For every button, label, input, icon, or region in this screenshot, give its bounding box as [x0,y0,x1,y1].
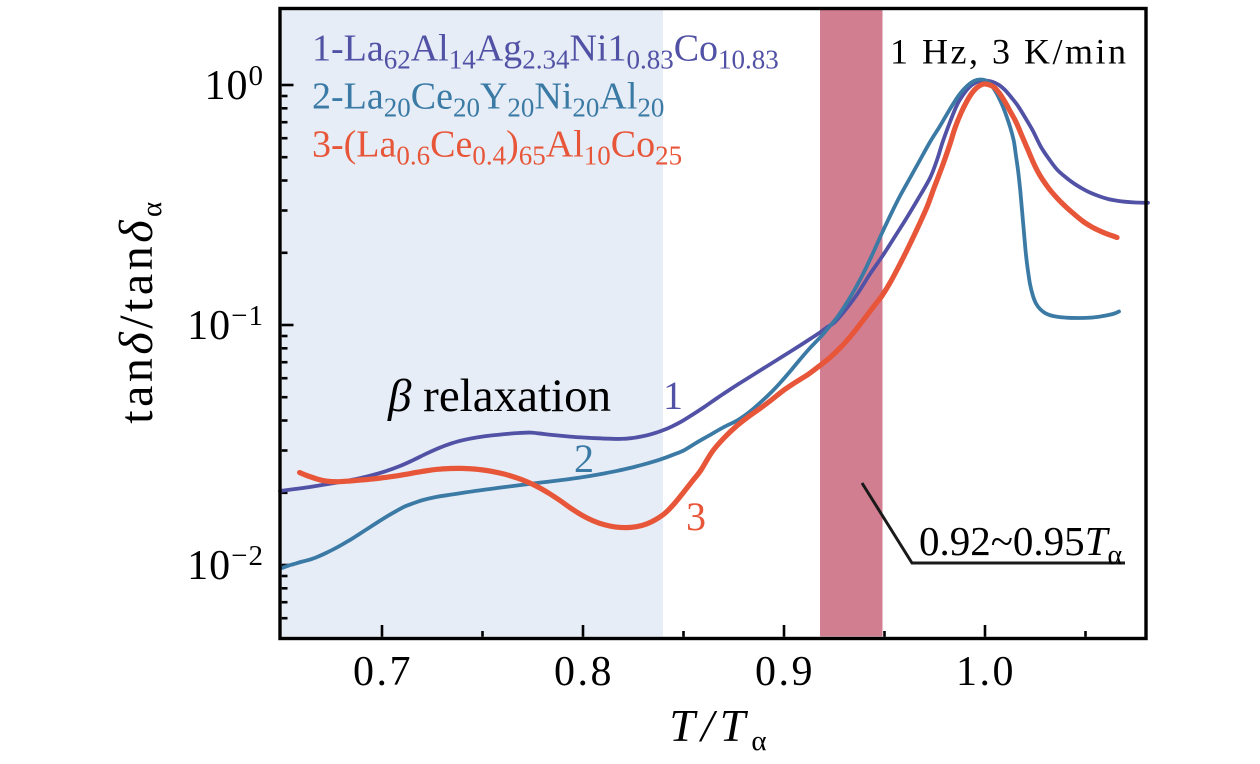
svg-text:β relaxation: β relaxation [387,370,611,422]
svg-text:tanδ/tanδα: tanδ/tanδα [110,198,168,423]
svg-text:1 Hz, 3 K/min: 1 Hz, 3 K/min [890,32,1128,72]
svg-text:T/Tα: T/Tα [669,700,772,757]
svg-text:10−1: 10−1 [187,300,264,349]
svg-text:0.7: 0.7 [353,649,413,695]
svg-text:10−2: 10−2 [187,540,264,589]
svg-text:0.9: 0.9 [755,649,815,695]
svg-text:0.92~0.95Tα: 0.92~0.95Tα [919,518,1123,571]
svg-text:100: 100 [205,60,265,109]
svg-text:3-(La0.6Ce0.4)65Al10Co25: 3-(La0.6Ce0.4)65Al10Co25 [312,124,682,171]
svg-text:2-La20Ce20Y20Ni20Al20: 2-La20Ce20Y20Ni20Al20 [312,76,664,123]
svg-text:0.8: 0.8 [554,649,614,695]
svg-text:1: 1 [663,373,683,418]
svg-text:3: 3 [686,494,706,539]
svg-text:2: 2 [574,436,594,481]
svg-text:1.0: 1.0 [956,649,1016,695]
